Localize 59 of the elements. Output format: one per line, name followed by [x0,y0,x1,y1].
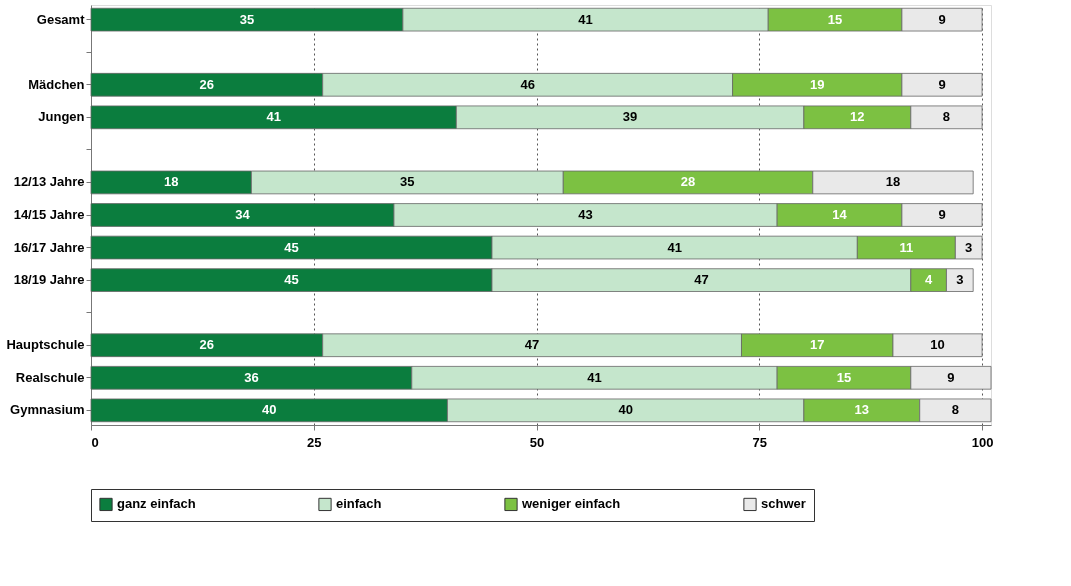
data-label: 35 [239,11,255,27]
data-label: 45 [284,239,299,255]
data-label: 26 [199,337,215,353]
data-label: 10 [930,337,945,353]
data-label: 9 [938,207,946,222]
data-label: 43 [578,207,593,222]
x-tick-label: 25 [307,434,322,450]
data-label: 14 [832,207,848,222]
y-tick-label: 18/19 Jahre [13,272,85,288]
data-label: 9 [938,76,946,92]
data-label: 9 [947,369,955,385]
y-tick-label: 16/17 Jahre [13,239,85,255]
data-label: 3 [965,239,973,255]
x-tick-label: 100 [971,434,994,450]
data-label: 3 [956,272,964,288]
data-label: 9 [938,11,946,27]
y-tick-label: Mädchen [28,76,85,92]
y-tick-label: 14/15 Jahre [13,207,85,222]
data-label: 18 [885,174,901,190]
data-label: 8 [951,402,959,418]
data-label: 18 [163,174,179,190]
data-label: 28 [680,174,696,190]
data-label: 17 [810,337,825,353]
y-tick-label: 12/13 Jahre [13,174,85,190]
data-label: 41 [578,11,593,27]
y-tick-label: Hauptschule [6,337,85,353]
y-tick-label: Gesamt [36,11,86,27]
data-label: 26 [199,76,215,92]
data-label: 40 [261,402,277,418]
data-label: 39 [622,109,638,125]
x-tick-label: 50 [529,434,545,450]
data-label: 41 [667,239,682,255]
data-label: 15 [827,11,843,27]
x-tick-label: 75 [752,434,768,450]
data-label: 40 [618,402,633,418]
legend-label: ganz einfach [117,496,196,512]
data-label: 41 [587,369,602,385]
data-label: 11 [899,239,914,255]
data-label: 46 [520,76,535,92]
data-label: 47 [524,337,540,353]
data-label: 13 [854,402,870,418]
y-tick-label: Realschule [15,369,85,385]
data-label: 15 [836,369,852,385]
data-label: 47 [694,272,709,288]
data-label: 12 [850,109,865,125]
legend-label: weniger einfach [521,496,621,512]
data-label: 45 [284,272,299,288]
data-label: 35 [400,174,415,190]
data-label: 41 [266,109,281,125]
data-label: 19 [810,76,825,92]
x-tick-label: 0 [91,434,99,450]
legend-label: einfach [336,496,382,512]
data-label: 36 [244,369,259,385]
data-label: 8 [942,109,951,125]
legend-label: schwer [761,496,806,512]
data-label: 4 [925,272,934,288]
data-label: 34 [235,207,251,222]
y-tick-label: Jungen [38,109,85,125]
y-tick-label: Gymnasium [10,402,85,418]
